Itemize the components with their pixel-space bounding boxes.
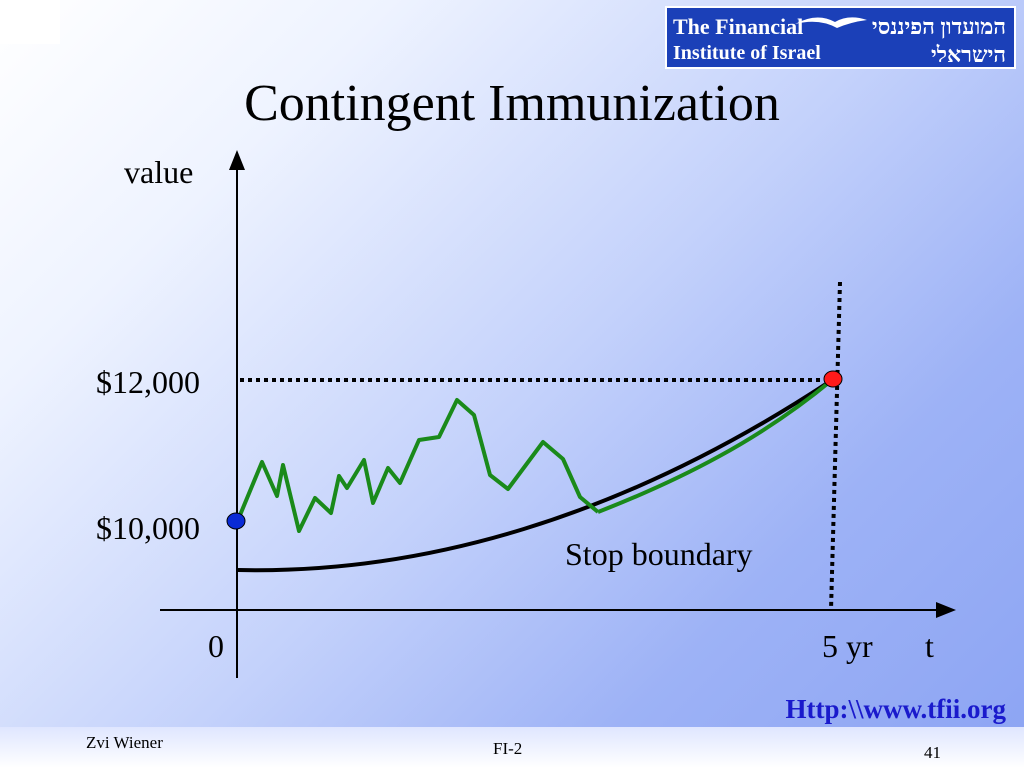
end-point — [823, 370, 843, 388]
logo-hebrew-line2: הישראלי — [931, 42, 1006, 67]
footer-author: Zvi Wiener — [86, 733, 163, 752]
logo-hebrew-line1: המועדון הפיננסי — [871, 14, 1006, 39]
slide-title: Contingent Immunization — [244, 75, 780, 132]
horizon-dotted-line — [829, 281, 842, 611]
institute-logo[interactable]: The Financial Institute of Israel המועדו… — [665, 6, 1016, 69]
y-axis-label: value — [124, 154, 194, 190]
website-link[interactable]: Http:\\www.tfii.org — [785, 694, 1006, 724]
stop-boundary-curve — [237, 378, 834, 573]
seagull-icon — [795, 17, 867, 28]
stop-boundary-label: Stop boundary — [565, 536, 753, 572]
origin-label: 0 — [208, 628, 224, 664]
footer-page-number: 41 — [924, 743, 941, 762]
footer-course: FI-2 — [493, 739, 523, 758]
horizon-label: 5 yr — [822, 628, 873, 664]
logo-english-line2: Institute of Israel — [673, 42, 821, 64]
x-axis-label: t — [925, 628, 934, 664]
corner-box — [0, 0, 60, 44]
initial-value-label: $10,000 — [96, 510, 200, 546]
target-value-label: $12,000 — [96, 364, 200, 400]
start-point — [226, 512, 246, 530]
footer-bar — [0, 727, 1024, 768]
portfolio-path-along-boundary — [597, 378, 834, 514]
portfolio-value-path — [236, 398, 600, 533]
logo-english-line1: The Financial — [673, 14, 804, 39]
